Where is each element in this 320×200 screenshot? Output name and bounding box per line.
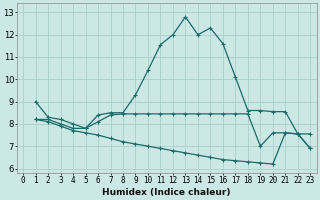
X-axis label: Humidex (Indice chaleur): Humidex (Indice chaleur): [102, 188, 231, 197]
